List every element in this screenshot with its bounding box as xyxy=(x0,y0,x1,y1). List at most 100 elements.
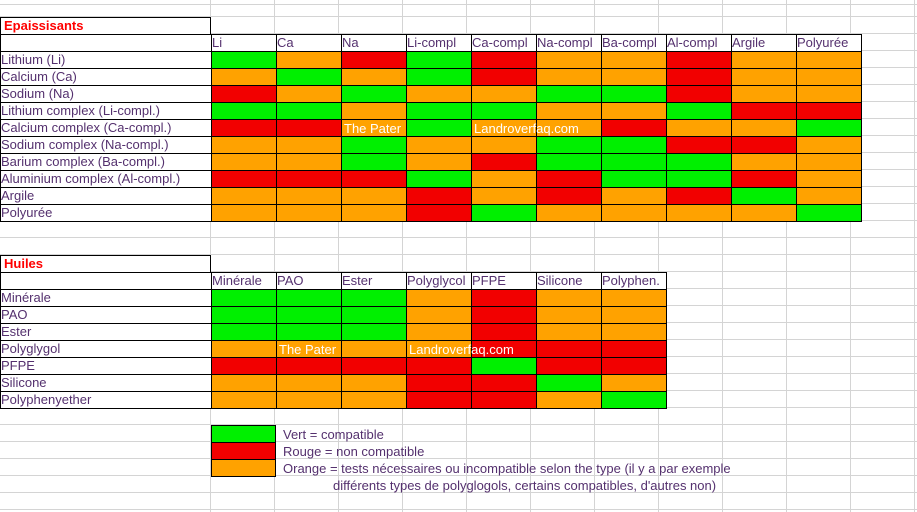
column-header: PFPE xyxy=(471,272,537,290)
matrix-cell: The Pater xyxy=(341,119,407,137)
matrix-cell xyxy=(471,323,537,341)
oils-table-title: Huiles xyxy=(0,255,211,273)
row-label: Sodium (Na) xyxy=(0,85,212,103)
matrix-cell xyxy=(211,170,277,188)
matrix-cell xyxy=(276,374,342,392)
row-label: Argile xyxy=(0,187,212,205)
column-header: Minérale xyxy=(211,272,277,290)
matrix-cell xyxy=(536,340,602,358)
matrix-cell xyxy=(276,136,342,154)
column-header: Ba-compl xyxy=(601,34,667,52)
row-label: Minérale xyxy=(0,289,212,307)
matrix-cell xyxy=(601,85,667,103)
matrix-cell xyxy=(276,357,342,375)
matrix-cell: Landroverfaq.com xyxy=(471,119,579,137)
matrix-cell xyxy=(796,51,862,69)
column-header: Li xyxy=(211,34,277,52)
matrix-cell xyxy=(471,170,537,188)
matrix-cell xyxy=(601,119,667,137)
matrix-cell xyxy=(406,204,472,222)
row-label: Polyphenyether xyxy=(0,391,212,409)
matrix-cell xyxy=(666,187,732,205)
matrix-cell xyxy=(211,340,277,358)
matrix-cell xyxy=(536,323,602,341)
matrix-cell: Landroverfaq.com xyxy=(406,340,514,358)
matrix-cell xyxy=(666,136,732,154)
matrix-cell xyxy=(341,306,407,324)
legend-label-orange: Orange = tests nécessaires ou incompatib… xyxy=(283,461,731,476)
matrix-cell xyxy=(536,102,602,120)
header-row: Li Ca Na Li-compl Ca-compl Na-compl Ba-compl Al… xyxy=(0,34,862,52)
matrix-cell xyxy=(731,85,797,103)
legend-swatch-red xyxy=(211,442,276,460)
matrix-cell xyxy=(211,323,277,341)
matrix-cell xyxy=(601,136,667,154)
table-row: PFPE xyxy=(0,357,667,375)
legend-label-green: Vert = compatible xyxy=(283,427,384,442)
matrix-cell xyxy=(341,374,407,392)
row-label: Barium complex (Ba-compl.) xyxy=(0,153,212,171)
row-label: Aluminium complex (Al-compl.) xyxy=(0,170,212,188)
matrix-cell xyxy=(601,68,667,86)
matrix-cell xyxy=(536,391,602,409)
matrix-cell xyxy=(666,102,732,120)
matrix-cell xyxy=(601,357,667,375)
matrix-cell xyxy=(276,323,342,341)
matrix-cell xyxy=(731,204,797,222)
matrix-cell xyxy=(406,102,472,120)
matrix-cell xyxy=(471,374,537,392)
column-header: Silicone xyxy=(536,272,602,290)
matrix-cell xyxy=(276,51,342,69)
matrix-cell xyxy=(276,170,342,188)
matrix-cell xyxy=(536,170,602,188)
matrix-cell xyxy=(796,136,862,154)
matrix-cell xyxy=(341,340,407,358)
row-label: Polyglygol xyxy=(0,340,212,358)
matrix-cell xyxy=(601,153,667,171)
watermark-text: Landroverfaq.com xyxy=(409,342,514,357)
header-row: Minérale PAO Ester Polyglycol PFPE Silicone Po… xyxy=(0,272,667,290)
thickeners-table-title: Epaissisants xyxy=(0,17,211,35)
matrix-cell xyxy=(211,153,277,171)
matrix-cell xyxy=(796,102,862,120)
matrix-cell xyxy=(471,289,537,307)
matrix-cell xyxy=(601,323,667,341)
matrix-cell xyxy=(731,136,797,154)
row-label: Sodium complex (Na-compl.) xyxy=(0,136,212,154)
matrix-cell xyxy=(796,170,862,188)
matrix-cell xyxy=(536,357,602,375)
table-row: Lithium complex (Li-compl.) xyxy=(0,102,862,120)
matrix-cell xyxy=(666,153,732,171)
matrix-cell xyxy=(471,357,537,375)
matrix-cell xyxy=(341,391,407,409)
matrix-cell xyxy=(211,357,277,375)
matrix-cell xyxy=(536,85,602,103)
matrix-cell xyxy=(536,153,602,171)
table-row: Minérale xyxy=(0,289,667,307)
table-row: Polyphenyether xyxy=(0,391,667,409)
matrix-cell xyxy=(276,306,342,324)
table-row: Calcium (Ca) xyxy=(0,68,862,86)
matrix-cell xyxy=(796,153,862,171)
matrix-cell xyxy=(276,391,342,409)
legend-swatch-orange xyxy=(211,459,276,477)
matrix-cell xyxy=(731,51,797,69)
row-label: Calcium (Ca) xyxy=(0,68,212,86)
matrix-cell xyxy=(471,340,537,358)
table-row: Sodium (Na) xyxy=(0,85,862,103)
table-row: Argile xyxy=(0,187,862,205)
matrix-cell xyxy=(406,306,472,324)
column-header: Ester xyxy=(341,272,407,290)
row-label: Ester xyxy=(0,323,212,341)
matrix-cell xyxy=(731,153,797,171)
legend-label-orange-continuation: différents types de polyglogols, certain… xyxy=(333,478,717,493)
matrix-cell xyxy=(536,289,602,307)
matrix-cell xyxy=(601,306,667,324)
matrix-cell xyxy=(601,51,667,69)
table-row: Polyurée xyxy=(0,204,862,222)
matrix-cell xyxy=(276,119,342,137)
row-label: PFPE xyxy=(0,357,212,375)
matrix-cell xyxy=(471,85,537,103)
matrix-cell xyxy=(536,68,602,86)
legend-label-red: Rouge = non compatible xyxy=(283,444,425,459)
